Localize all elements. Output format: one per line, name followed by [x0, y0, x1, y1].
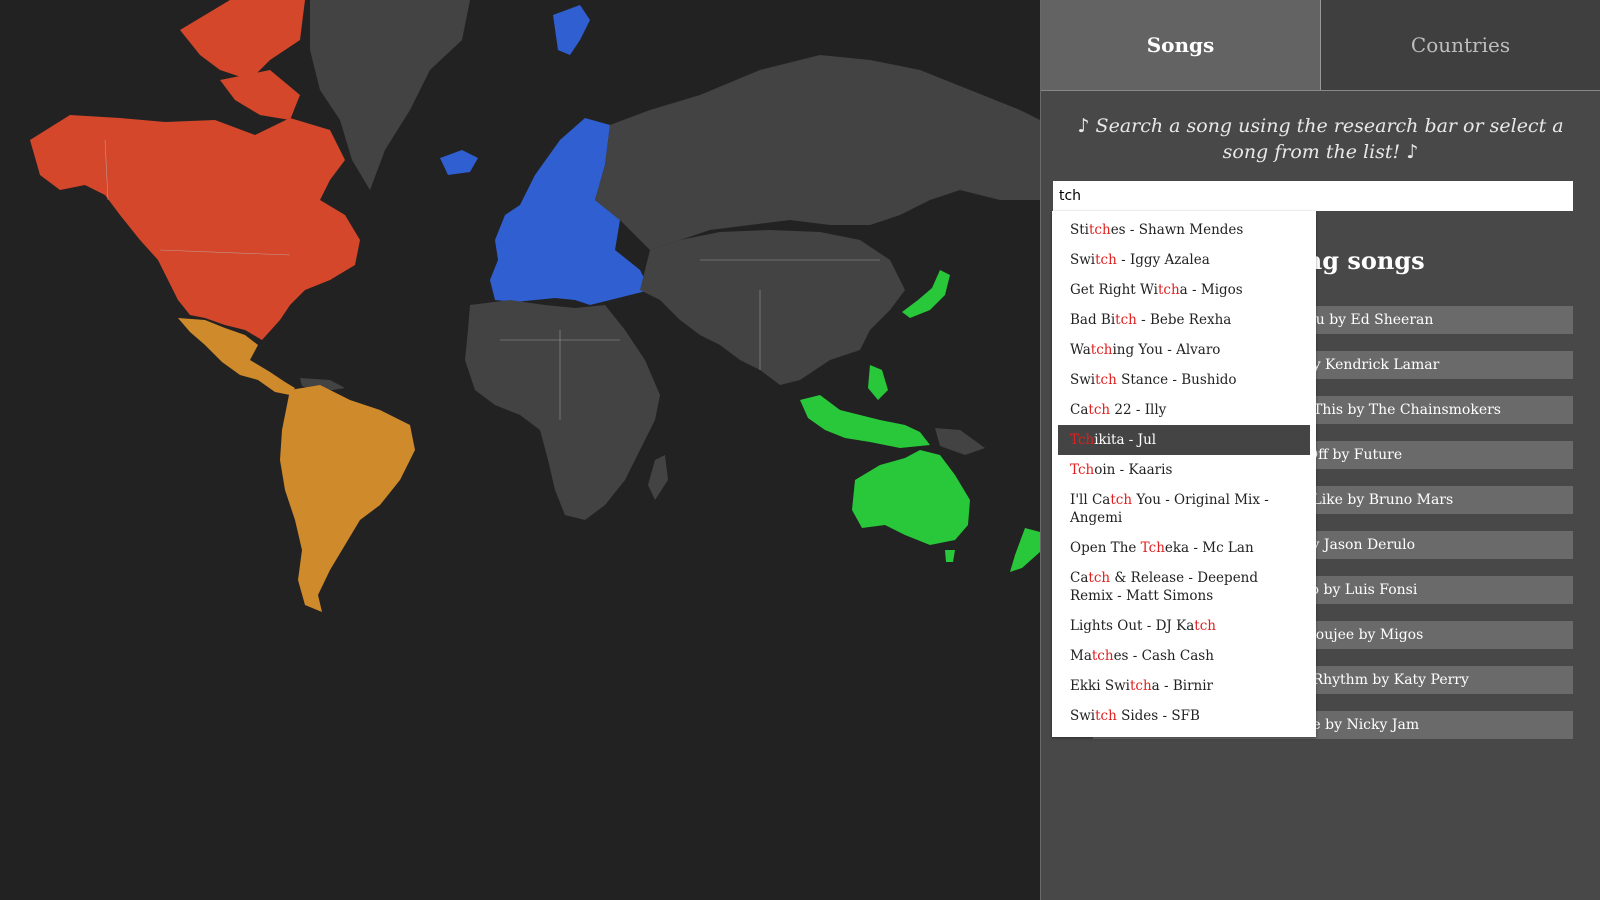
region-southeast-asia[interactable]: [800, 395, 930, 448]
autocomplete-item[interactable]: Catch 22 - Illy: [1058, 395, 1310, 425]
region-russia[interactable]: [595, 55, 1040, 250]
tab-songs[interactable]: Songs: [1041, 0, 1321, 90]
region-europe[interactable]: [490, 118, 650, 305]
autocomplete-dropdown: Stitches - Shawn Mendes Switch - Iggy Aza…: [1052, 211, 1316, 737]
autocomplete-item-suffix: ikita - Jul: [1094, 432, 1157, 448]
autocomplete-item[interactable]: Tchikita - Jul: [1058, 425, 1310, 455]
autocomplete-item-match: tch: [1110, 492, 1133, 508]
autocomplete-item[interactable]: Watching You - Alvaro: [1058, 335, 1310, 365]
region-new-zealand[interactable]: [1010, 528, 1040, 572]
autocomplete-item-match: Tch: [1070, 432, 1095, 448]
region-north-america[interactable]: [30, 115, 360, 340]
autocomplete-item[interactable]: Matches - Cash Cash: [1058, 641, 1310, 671]
autocomplete-item-prefix: Sti: [1070, 222, 1089, 238]
autocomplete-item-prefix: Ma: [1070, 648, 1092, 664]
autocomplete-item-suffix: You - Original Mix - Angemi: [1070, 492, 1269, 526]
side-panel: Songs Countries ♪ Search a song using th…: [1040, 0, 1600, 900]
autocomplete-item-prefix: Lights Out - DJ Ka: [1070, 618, 1195, 634]
autocomplete-item[interactable]: Stitches - Shawn Mendes: [1058, 215, 1310, 245]
world-map[interactable]: [0, 0, 1040, 900]
region-mexico[interactable]: [178, 318, 295, 395]
autocomplete-item-suffix: eka - Mc Lan: [1164, 540, 1254, 556]
region-africa[interactable]: [465, 300, 660, 520]
autocomplete-item-prefix: Ca: [1070, 402, 1089, 418]
autocomplete-item-match: Tch: [1070, 462, 1095, 478]
autocomplete-item[interactable]: Get Right Witcha - Migos: [1058, 275, 1310, 305]
autocomplete-item-prefix: Get Right Wi: [1070, 282, 1158, 298]
autocomplete-item-match: tch: [1088, 402, 1111, 418]
search-input[interactable]: [1053, 181, 1573, 211]
autocomplete-item-prefix: Bad Bi: [1070, 312, 1116, 328]
tab-bar: Songs Countries: [1041, 0, 1600, 91]
autocomplete-item-prefix: Ca: [1070, 570, 1089, 586]
autocomplete-item-suffix: & Release - Deepend Remix - Matt Simons: [1070, 570, 1259, 604]
region-japan[interactable]: [902, 270, 950, 318]
autocomplete-item[interactable]: Tchoin - Kaaris: [1058, 455, 1310, 485]
autocomplete-item[interactable]: Switch Stance - Bushido: [1058, 365, 1310, 395]
autocomplete-item-suffix: Stance - Bushido: [1116, 372, 1237, 388]
region-iceland[interactable]: [440, 150, 478, 175]
autocomplete-item-prefix: Ekki Swi: [1070, 678, 1130, 694]
autocomplete-item-match: tch: [1115, 312, 1137, 328]
autocomplete-item-prefix: Open The: [1070, 540, 1141, 556]
autocomplete-item-suffix: 22 - Illy: [1110, 402, 1167, 418]
region-asia[interactable]: [640, 230, 905, 385]
autocomplete-item-suffix: Sides - SFB: [1116, 708, 1200, 724]
autocomplete-item-match: tch: [1157, 282, 1180, 298]
autocomplete-item-match: tch: [1129, 678, 1152, 694]
autocomplete-item[interactable]: Catch & Release - Deepend Remix - Matt S…: [1058, 563, 1310, 611]
autocomplete-item[interactable]: Bad Bitch - Bebe Rexha: [1058, 305, 1310, 335]
tab-countries[interactable]: Countries: [1321, 0, 1600, 90]
autocomplete-item-prefix: Wa: [1070, 342, 1091, 358]
autocomplete-item-prefix: Swi: [1070, 708, 1096, 724]
autocomplete-item-match: tch: [1089, 222, 1111, 238]
autocomplete-item[interactable]: Ekki Switcha - Birnir: [1058, 671, 1310, 701]
autocomplete-item-suffix: es - Cash Cash: [1113, 648, 1214, 664]
region-australia[interactable]: [852, 450, 970, 545]
autocomplete-item-match: Tch: [1140, 540, 1165, 556]
region-canada-arctic[interactable]: [180, 0, 305, 80]
autocomplete-item-suffix: - Bebe Rexha: [1136, 312, 1232, 328]
autocomplete-item-suffix: oin - Kaaris: [1094, 462, 1173, 478]
search-hint: ♪ Search a song using the research bar o…: [1077, 115, 1564, 163]
autocomplete-item-match: tch: [1088, 570, 1111, 586]
region-canada-islands[interactable]: [220, 70, 300, 120]
autocomplete-item-match: tch: [1091, 648, 1114, 664]
autocomplete-item-match: tch: [1090, 342, 1113, 358]
autocomplete-item[interactable]: Switch Sides - SFB: [1058, 701, 1310, 731]
autocomplete-item-suffix: - Iggy Azalea: [1116, 252, 1210, 268]
autocomplete-item-suffix: es - Shawn Mendes: [1110, 222, 1244, 238]
autocomplete-item-suffix: ing You - Alvaro: [1112, 342, 1221, 358]
autocomplete-item-prefix: I'll Ca: [1070, 492, 1111, 508]
region-madagascar[interactable]: [648, 455, 668, 500]
region-south-america[interactable]: [280, 385, 415, 612]
autocomplete-item[interactable]: Lights Out - DJ Katch: [1058, 611, 1310, 641]
region-greenland[interactable]: [310, 0, 470, 190]
region-philippines[interactable]: [868, 365, 888, 400]
region-svalbard[interactable]: [553, 5, 590, 55]
autocomplete-item[interactable]: Open The Tcheka - Mc Lan: [1058, 533, 1310, 563]
autocomplete-item-prefix: Swi: [1070, 372, 1096, 388]
autocomplete-item-match: tch: [1095, 252, 1117, 268]
autocomplete-item-match: tch: [1095, 372, 1117, 388]
autocomplete-item-match: tch: [1095, 708, 1117, 724]
autocomplete-item-prefix: Swi: [1070, 252, 1096, 268]
autocomplete-item-suffix: a - Migos: [1179, 282, 1243, 298]
region-papua[interactable]: [935, 428, 985, 455]
autocomplete-item-match: tch: [1194, 618, 1216, 634]
autocomplete-item[interactable]: I'll Catch You - Original Mix - Angemi: [1058, 485, 1310, 533]
autocomplete-item[interactable]: Switch - Iggy Azalea: [1058, 245, 1310, 275]
region-tasmania[interactable]: [945, 550, 955, 562]
autocomplete-item-suffix: a - Birnir: [1151, 678, 1213, 694]
